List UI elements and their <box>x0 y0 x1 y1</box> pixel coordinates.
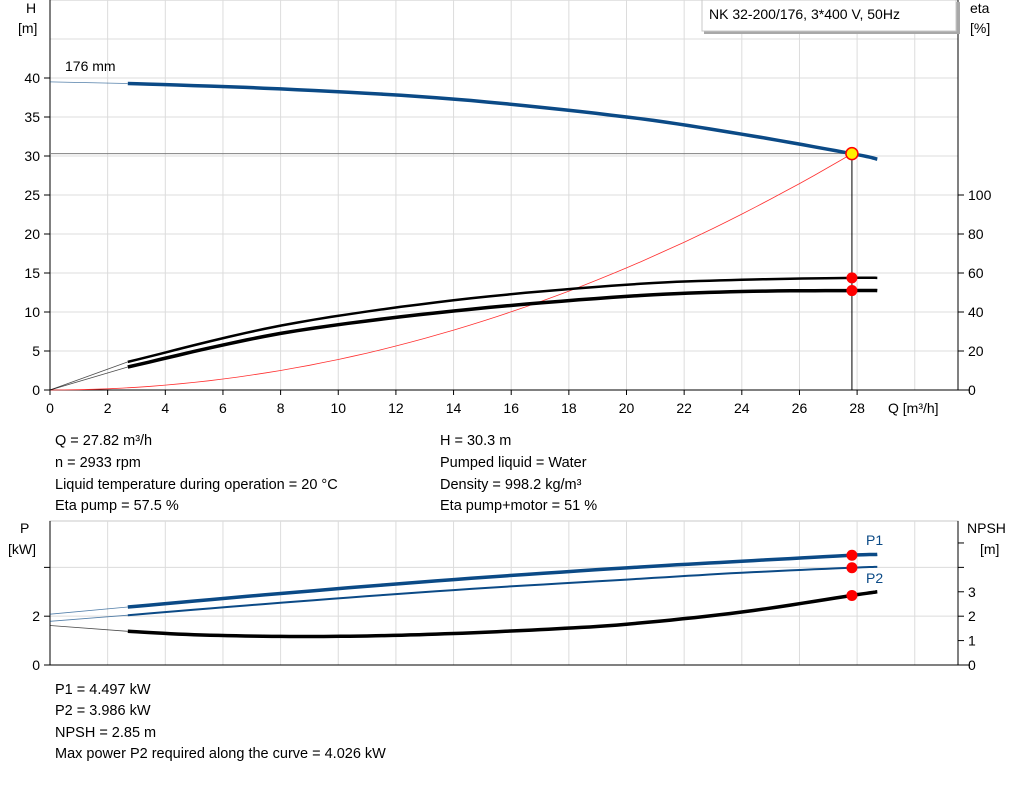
x-tick-label: 10 <box>330 400 346 416</box>
plot-area <box>49 520 959 666</box>
y-left-tick-label: 25 <box>24 187 40 203</box>
y-right-unit-npsh: [m] <box>980 541 999 557</box>
y-left-tick-label: 2 <box>32 608 40 624</box>
y-left-tick-label: 35 <box>24 109 40 125</box>
y-right-label-eta: eta <box>970 0 990 16</box>
y-left-tick-label: 40 <box>24 70 40 86</box>
y-left-label-power: P <box>20 520 29 536</box>
x-tick-label: 16 <box>503 400 519 416</box>
title-box <box>701 0 957 32</box>
x-tick-label: 20 <box>619 400 635 416</box>
y-left-tick-label: 10 <box>24 304 40 320</box>
p2-point <box>846 562 858 574</box>
y-right-tick-label: 40 <box>968 304 984 320</box>
y-left-tick-label: 20 <box>24 226 40 242</box>
p2-curve-extension <box>49 614 128 622</box>
x-tick-label: 18 <box>561 400 577 416</box>
info-npsh: NPSH = 2.85 m <box>55 725 156 741</box>
info-liquid: Pumped liquid = Water <box>440 455 587 471</box>
y-left-tick-label: 30 <box>24 148 40 164</box>
y-left-tick-label: 0 <box>32 382 40 398</box>
x-tick-label: 6 <box>219 400 227 416</box>
y-left-tick-label: 15 <box>24 265 40 281</box>
x-tick-label: 24 <box>734 400 750 416</box>
x-tick-label: 2 <box>104 400 112 416</box>
eta-pump-motor-curve-extension <box>49 366 128 391</box>
y-right-unit-eta: [%] <box>970 20 990 36</box>
y-right-tick-label: 60 <box>968 265 984 281</box>
info-density: Density = 998.2 kg/m³ <box>440 477 582 493</box>
info-head: H = 30.3 m <box>440 433 511 449</box>
y-right-tick-label: 0 <box>968 657 976 673</box>
info-p2: P2 = 3.986 kW <box>55 703 151 719</box>
series-label-p2: P2 <box>866 570 883 586</box>
x-tick-label: 14 <box>446 400 462 416</box>
head-curve-extension <box>49 81 128 84</box>
x-tick-label: 12 <box>388 400 404 416</box>
info-eta-total: Eta pump+motor = 51 % <box>440 498 597 514</box>
npsh-point <box>846 589 858 601</box>
y-right-tick-label: 100 <box>968 187 992 203</box>
y-right-tick-label: 20 <box>968 343 984 359</box>
x-axis-label: Q [m³/h] <box>888 400 939 416</box>
curve-label: 176 mm <box>65 58 116 74</box>
y-right-tick-label: 1 <box>968 633 976 649</box>
p1-point <box>846 549 858 561</box>
info-max-power: Max power P2 required along the curve = … <box>55 746 386 762</box>
eta-total-point <box>846 285 858 297</box>
duty-point <box>845 146 859 161</box>
y-left-tick-label: 5 <box>32 343 40 359</box>
eta-pump-point <box>846 272 858 284</box>
y-right-tick-label: 80 <box>968 226 984 242</box>
info-temperature: Liquid temperature during operation = 20… <box>55 477 338 493</box>
y-left-unit-power: [kW] <box>8 541 36 557</box>
chart-title: NK 32-200/176, 3*400 V, 50Hz <box>709 6 900 22</box>
y-right-tick-label: 3 <box>968 584 976 600</box>
x-tick-label: 8 <box>277 400 285 416</box>
y-left-label-head: H <box>26 0 36 16</box>
info-flow: Q = 27.82 m³/h <box>55 433 152 449</box>
npsh-curve <box>127 590 878 639</box>
y-right-tick-label: 2 <box>968 608 976 624</box>
y-right-label-npsh: NPSH <box>967 520 1006 536</box>
eta-pump-curve-extension <box>49 361 128 391</box>
x-tick-label: 26 <box>792 400 808 416</box>
npsh-curve-extension <box>49 625 128 632</box>
p1-curve-extension <box>49 606 128 615</box>
info-speed: n = 2933 rpm <box>55 455 141 471</box>
power-npsh-plot: 0 2 0 1 2 3 <box>32 520 976 673</box>
operating-info: Q = 27.82 m³/h n = 2933 rpm Liquid tempe… <box>55 433 597 762</box>
x-tick-label: 0 <box>46 400 54 416</box>
x-tick-label: 4 <box>161 400 169 416</box>
x-tick-label: 28 <box>849 400 865 416</box>
series-label-p1: P1 <box>866 532 883 548</box>
y-left-unit-head: [m] <box>18 20 37 36</box>
system-curve <box>49 153 853 391</box>
y-left-tick-label: 0 <box>32 657 40 673</box>
x-tick-label: 22 <box>676 400 692 416</box>
info-eta-pump: Eta pump = 57.5 % <box>55 498 179 514</box>
info-p1: P1 = 4.497 kW <box>55 682 151 698</box>
y-right-tick-label: 0 <box>968 382 976 398</box>
